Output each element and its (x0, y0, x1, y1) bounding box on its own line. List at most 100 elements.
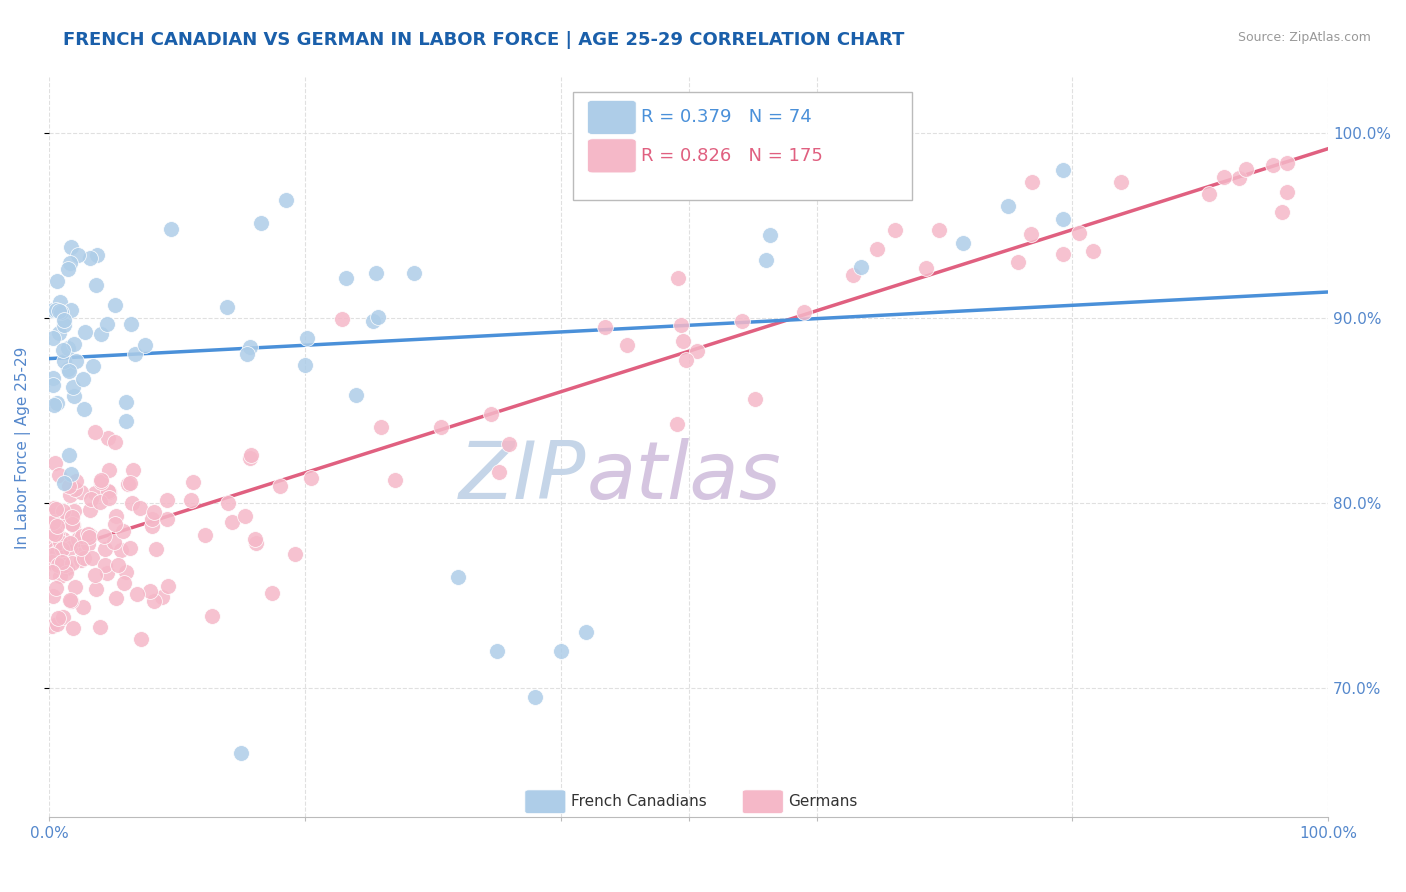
Point (107, 558, 129, 573)
Point (41, 589, 63, 603)
Point (335, 271, 357, 285)
Point (84, 486, 107, 500)
Point (915, 261, 938, 276)
Point (52, 313, 75, 327)
Point (62, 389, 84, 403)
Point (45, 508, 67, 522)
Point (72, 372, 94, 386)
Point (52, 343, 75, 357)
Point (361, 314, 384, 328)
Point (46, 396, 69, 410)
Point (44, 456, 66, 470)
Point (62, 379, 84, 393)
Point (63, 337, 86, 351)
Point (685, 344, 707, 359)
Point (41, 516, 63, 530)
Point (42, 377, 65, 392)
Point (669, 318, 692, 333)
Point (60, 467, 83, 482)
Point (104, 517, 127, 532)
Point (55, 566, 77, 581)
Point (103, 534, 125, 549)
Point (98, 484, 121, 499)
Point (46, 611, 69, 625)
Text: R = 0.826   N = 175: R = 0.826 N = 175 (641, 147, 823, 165)
Point (575, 625, 598, 640)
Point (65, 474, 87, 488)
Point (42, 533, 65, 548)
Point (84, 277, 107, 292)
Point (479, 408, 502, 422)
Point (48, 515, 70, 529)
Point (666, 270, 689, 285)
Point (595, 320, 617, 334)
Point (297, 331, 319, 345)
Point (997, 199, 1019, 213)
Point (70, 529, 93, 543)
Point (41, 619, 63, 633)
Point (45, 274, 67, 288)
Point (55, 560, 77, 574)
Text: ZIP: ZIP (458, 438, 586, 516)
Point (70, 541, 93, 555)
Point (330, 312, 353, 326)
Point (55, 560, 77, 574)
Point (498, 436, 520, 450)
Point (41, 525, 63, 540)
Point (404, 267, 426, 281)
Point (41, 556, 63, 570)
Point (60, 240, 83, 254)
Point (44, 549, 66, 564)
Point (430, 420, 453, 434)
Point (250, 216, 273, 230)
Point (276, 193, 298, 207)
FancyBboxPatch shape (574, 92, 912, 200)
Point (1227, 170, 1250, 185)
Point (52, 609, 75, 624)
Text: Germans: Germans (789, 794, 858, 809)
Point (89, 495, 111, 509)
Point (49, 534, 72, 549)
Point (42, 500, 65, 515)
Point (41, 514, 63, 528)
Point (1213, 170, 1236, 185)
Point (269, 479, 291, 493)
Point (370, 419, 392, 434)
Point (156, 511, 179, 525)
Point (75, 325, 97, 339)
Point (48, 468, 70, 483)
Text: French Canadians: French Canadians (571, 794, 707, 809)
Point (221, 515, 243, 529)
Point (1275, 185, 1298, 199)
Point (52, 504, 75, 518)
FancyBboxPatch shape (588, 139, 636, 173)
Point (70, 485, 93, 500)
Point (94, 558, 117, 572)
Point (96, 317, 118, 331)
Point (45, 527, 67, 541)
Point (77, 537, 100, 551)
Point (45, 302, 67, 317)
Point (665, 417, 688, 432)
Point (239, 340, 262, 354)
Point (42, 516, 65, 531)
Point (60, 516, 83, 531)
Point (69, 540, 91, 554)
Point (58, 364, 80, 378)
Text: FRENCH CANADIAN VS GERMAN IN LABOR FORCE | AGE 25-29 CORRELATION CHART: FRENCH CANADIAN VS GERMAN IN LABOR FORCE… (63, 31, 904, 49)
Point (90, 474, 112, 488)
Point (110, 543, 132, 558)
Point (86, 248, 108, 262)
Point (59, 536, 82, 550)
Point (1007, 254, 1029, 268)
Point (550, 644, 572, 658)
Point (59, 594, 82, 608)
FancyBboxPatch shape (524, 790, 565, 814)
Point (384, 473, 406, 487)
Point (239, 450, 262, 465)
Point (60, 556, 83, 570)
Point (1263, 158, 1285, 172)
Point (758, 228, 780, 243)
Point (142, 505, 165, 519)
Point (97, 483, 120, 498)
